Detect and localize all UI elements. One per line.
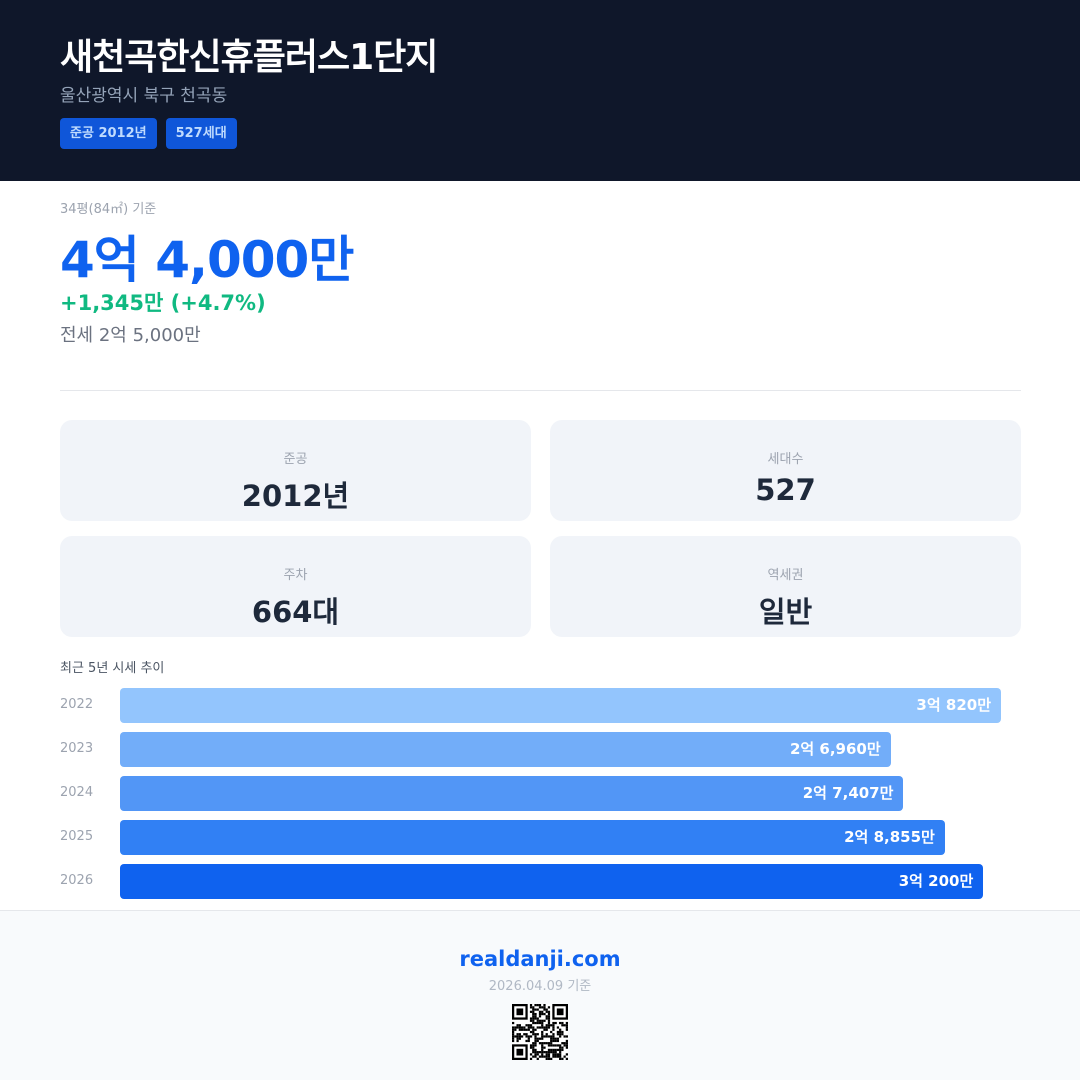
- year-label: 2023: [60, 741, 94, 756]
- badge-households: 527세대: [165, 118, 237, 149]
- header: 새천곡한신휴플러스1단지 울산광역시 북구 천곡동 준공 2012년 527세대: [0, 0, 1080, 181]
- stat-label: 역세권: [767, 568, 804, 583]
- complex-title: 새천곡한신휴플러스1단지: [60, 37, 438, 78]
- stat-card-built: 준공 2012년: [60, 420, 531, 521]
- stat-value: 2012년: [241, 479, 350, 513]
- chart-title: 최근 5년 시세 추이: [60, 661, 165, 676]
- stat-label: 세대수: [767, 452, 804, 467]
- stat-card-parking: 주차 664대: [60, 536, 531, 637]
- chart-row: 2022 3억 820만: [60, 688, 1021, 723]
- sale-price: 4억 4,000만: [60, 231, 354, 289]
- bar: 2억 7,407만: [120, 776, 904, 811]
- chart-row: 2023 2억 6,960만: [60, 732, 1021, 767]
- bar: 2억 6,960만: [120, 732, 891, 767]
- price-change: +1,345만 (+4.7%): [60, 291, 266, 315]
- qr-code-icon: [512, 1004, 568, 1060]
- year-label: 2024: [60, 785, 94, 800]
- address: 울산광역시 북구 천곡동: [60, 86, 228, 106]
- jeonse-price: 전세 2억 5,000만: [60, 325, 201, 346]
- year-label: 2026: [60, 873, 94, 888]
- stat-label: 준공: [283, 452, 308, 467]
- chart-row: 2024 2억 7,407만: [60, 776, 1021, 811]
- bar: 3억 820만: [120, 688, 1001, 723]
- data-date: 2026.04.09 기준: [488, 979, 592, 994]
- badge-built-year: 준공 2012년: [60, 118, 157, 149]
- divider: [60, 390, 1021, 391]
- bar: 2억 8,855만: [120, 820, 945, 855]
- chart-row: 2026 3억 200만: [60, 864, 1021, 899]
- chart-row: 2025 2억 8,855만: [60, 820, 1021, 855]
- bar: 3억 200만: [120, 864, 984, 899]
- stat-label: 주차: [283, 568, 308, 583]
- site-link[interactable]: realdanji.com: [459, 947, 621, 971]
- year-label: 2022: [60, 697, 94, 712]
- stat-value: 일반: [758, 595, 813, 629]
- year-label: 2025: [60, 829, 94, 844]
- footer: realdanji.com 2026.04.09 기준: [0, 910, 1080, 1080]
- stat-value: 527: [755, 473, 816, 507]
- price-basis: 34평(84㎡) 기준: [60, 202, 157, 217]
- stat-card-households: 세대수 527: [550, 420, 1021, 521]
- stat-value: 664대: [251, 595, 340, 629]
